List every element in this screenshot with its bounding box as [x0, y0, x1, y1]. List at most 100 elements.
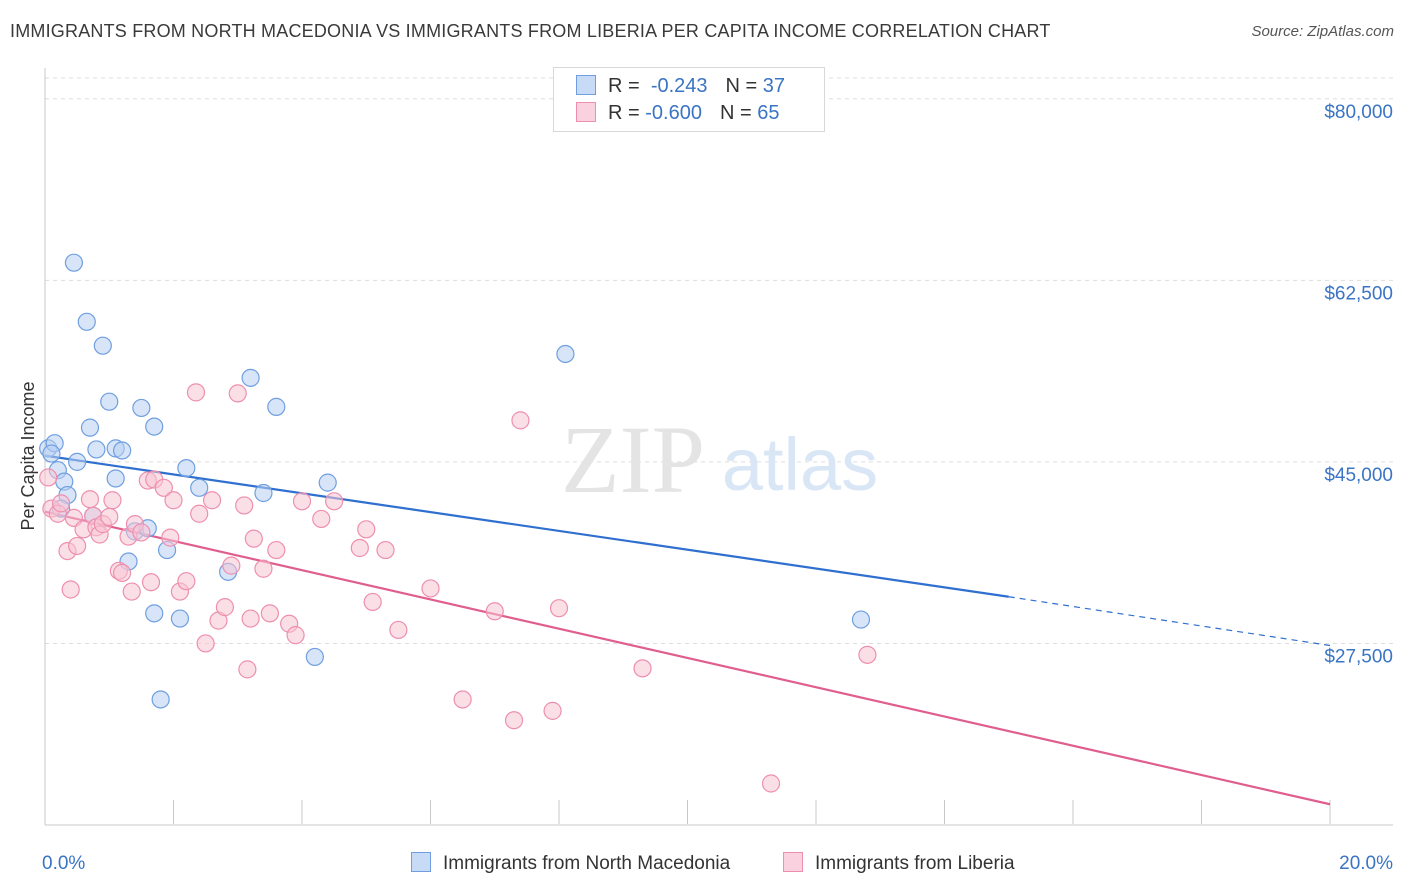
point-liberia	[186, 383, 206, 402]
point-north-macedonia	[77, 312, 96, 331]
y-tick-label: $62,500	[1324, 283, 1393, 304]
legend-r-label: R =	[608, 102, 640, 124]
point-north-macedonia	[170, 609, 190, 628]
legend-swatch-pink	[783, 852, 803, 872]
legend-n-label: N =	[719, 102, 752, 124]
point-north-macedonia	[241, 368, 260, 387]
point-liberia	[485, 602, 504, 621]
point-north-macedonia	[132, 398, 151, 418]
legend-row-liberia: R = -0.600 N = 65	[576, 102, 779, 128]
trend-line-liberia	[44, 510, 1331, 806]
point-liberia	[154, 478, 173, 497]
point-north-macedonia	[151, 690, 170, 709]
point-liberia	[196, 634, 215, 653]
point-north-macedonia	[68, 452, 87, 471]
legend-label-north-macedonia: Immigrants from North Macedonia	[443, 853, 731, 874]
point-liberia	[177, 572, 196, 591]
point-north-macedonia	[190, 478, 209, 497]
correlation-legend: R = -0.243 N = 37 R = -0.600 N = 65	[553, 67, 825, 132]
watermark-zip: ZIP	[561, 406, 705, 513]
point-liberia	[80, 490, 100, 509]
point-liberia	[254, 559, 273, 578]
point-liberia	[112, 563, 132, 582]
point-liberia	[633, 659, 652, 678]
point-liberia	[164, 491, 183, 510]
point-liberia	[215, 598, 234, 617]
legend-item-liberia: Immigrants from Liberia	[783, 852, 1015, 875]
point-liberia	[244, 529, 263, 548]
point-liberia	[238, 660, 257, 679]
point-liberia	[511, 411, 530, 430]
point-liberia	[312, 509, 331, 529]
legend-n-label: N =	[725, 75, 758, 97]
point-north-macedonia	[112, 441, 132, 460]
point-liberia	[51, 494, 71, 513]
trend-line-north-macedonia-extrapolated	[1008, 596, 1331, 647]
series-legend: Immigrants from North Macedonia Immigran…	[0, 852, 1406, 878]
point-liberia	[286, 626, 305, 645]
legend-item-north-macedonia: Immigrants from North Macedonia	[411, 852, 730, 875]
point-liberia	[761, 774, 781, 793]
point-north-macedonia	[80, 418, 100, 437]
source-credit: Source: ZipAtlas.com	[1251, 23, 1394, 40]
point-north-macedonia	[100, 392, 119, 411]
axes	[44, 68, 1393, 826]
chart-title: IMMIGRANTS FROM NORTH MACEDONIA VS IMMIG…	[10, 21, 1051, 41]
point-liberia	[325, 492, 344, 511]
point-north-macedonia	[145, 604, 164, 623]
legend-swatch-blue	[576, 75, 596, 95]
trend-line-north-macedonia	[44, 454, 1009, 598]
point-north-macedonia	[556, 344, 575, 364]
point-liberia	[39, 468, 58, 487]
legend-r-value: -0.600	[645, 102, 702, 124]
watermark: ZIP atlas	[561, 406, 878, 513]
point-north-macedonia	[305, 647, 324, 667]
point-liberia	[504, 711, 524, 730]
point-liberia	[389, 620, 408, 640]
point-liberia	[161, 528, 180, 547]
point-north-macedonia	[851, 610, 871, 629]
trend-lines	[44, 454, 1331, 806]
point-north-macedonia	[87, 440, 106, 459]
point-liberia	[543, 701, 562, 720]
point-liberia	[267, 540, 286, 560]
point-liberia	[363, 592, 382, 612]
point-north-macedonia	[254, 483, 273, 503]
point-liberia	[357, 520, 376, 539]
point-north-macedonia	[42, 444, 61, 463]
axis-labels: $27,500 $45,000 $62,500 $80,000 0.0% 20.0% Per…	[18, 102, 1393, 874]
point-liberia	[241, 609, 260, 628]
legend-swatch-blue	[411, 852, 431, 872]
point-liberia	[376, 540, 395, 560]
point-liberia	[141, 573, 161, 592]
point-liberia	[222, 556, 241, 575]
point-liberia	[68, 536, 87, 556]
legend-r-label: R =	[608, 75, 640, 97]
y-tick-label: $80,000	[1324, 102, 1393, 123]
point-north-macedonia	[267, 397, 286, 416]
y-tick-label: $27,500	[1324, 646, 1393, 667]
point-liberia	[292, 492, 312, 511]
legend-n-value: 65	[757, 102, 780, 124]
data-points	[39, 253, 877, 793]
point-liberia	[132, 523, 151, 542]
point-liberia	[122, 582, 141, 601]
point-liberia	[100, 507, 119, 526]
point-liberia	[858, 645, 877, 664]
point-liberia	[549, 599, 569, 618]
point-liberia	[260, 604, 279, 623]
point-liberia	[350, 538, 369, 558]
y-tick-label: $45,000	[1324, 465, 1393, 486]
point-liberia	[103, 491, 122, 510]
legend-row-north-macedonia: R = -0.243 N = 37	[576, 75, 785, 101]
legend-label-liberia: Immigrants from Liberia	[815, 853, 1015, 874]
x-tick-label: 0.0%	[42, 853, 85, 874]
point-north-macedonia	[106, 469, 125, 488]
watermark-atlas: atlas	[722, 423, 878, 506]
point-north-macedonia	[145, 417, 164, 436]
point-liberia	[228, 384, 247, 403]
point-north-macedonia	[177, 459, 196, 478]
point-liberia	[235, 496, 254, 515]
point-liberia	[202, 491, 222, 510]
